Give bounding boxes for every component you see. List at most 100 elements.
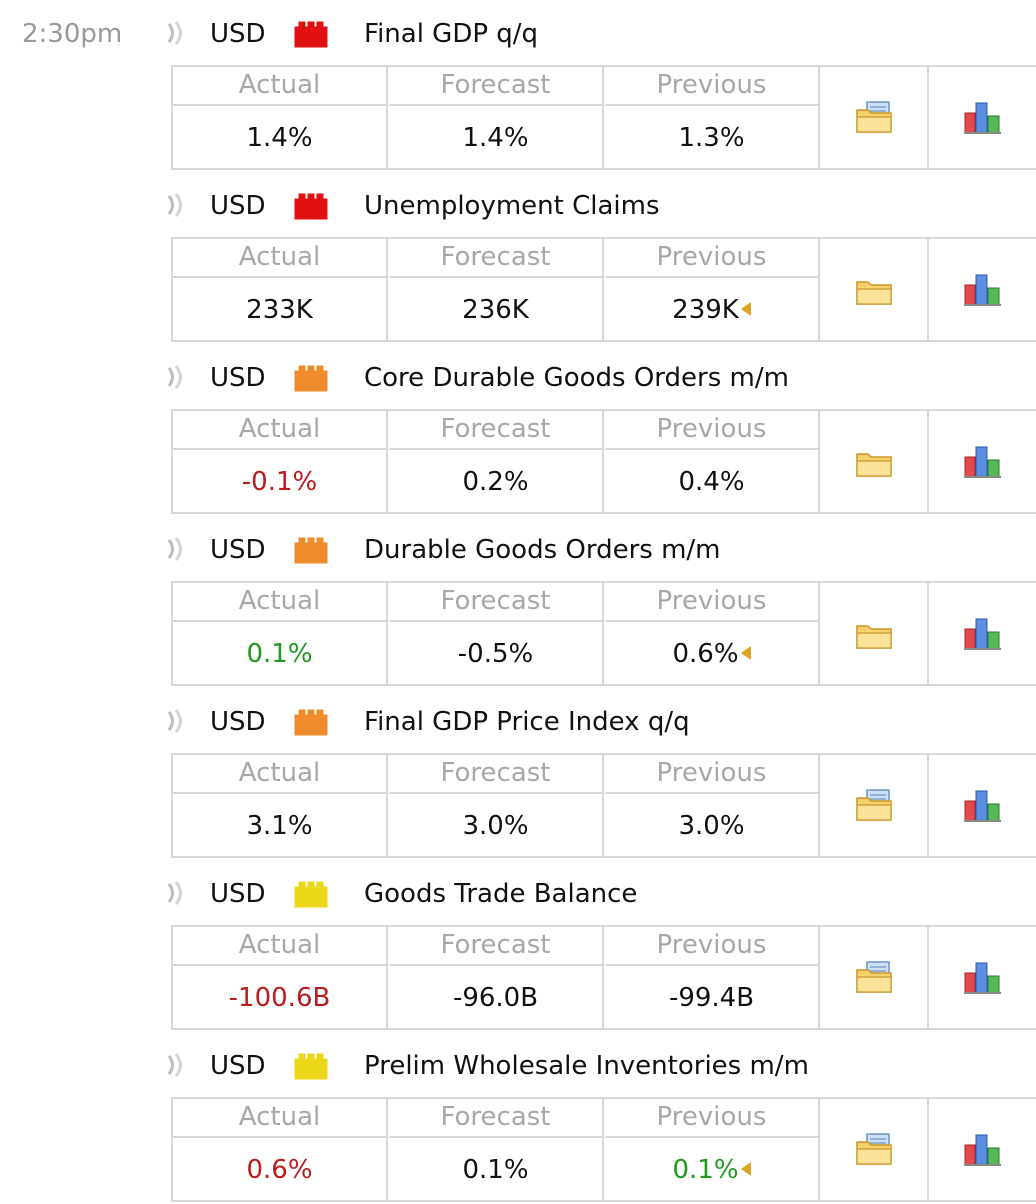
previous-value: 0.1% — [605, 1138, 818, 1200]
forecast-label: Forecast — [389, 67, 602, 106]
actual-value: 3.1% — [246, 811, 313, 841]
folder-icon — [856, 281, 892, 305]
actual-column: Actual -0.1% — [173, 411, 388, 512]
forecast-value: -96.0B — [452, 983, 539, 1013]
event-values-box: Actual 3.1% Forecast 3.0% Previous 3.0% — [171, 753, 1036, 858]
previous-value-text: -99.4B — [668, 983, 755, 1013]
folder-detail-icon — [856, 1133, 892, 1165]
event-header: USD Goods Trade Balance — [0, 860, 1036, 926]
previous-column: Previous 0.6% — [605, 583, 820, 684]
sound-alert-icon[interactable] — [166, 1052, 188, 1078]
actual-label: Actual — [173, 239, 386, 278]
sound-alert-icon[interactable] — [166, 708, 188, 734]
event-title[interactable]: Unemployment Claims — [364, 191, 660, 221]
detail-button[interactable] — [821, 583, 929, 684]
previous-column: Previous 0.1% — [605, 1099, 820, 1200]
sound-alert-icon[interactable] — [166, 536, 188, 562]
bar-graph-icon — [964, 102, 1001, 134]
detail-button[interactable] — [821, 927, 929, 1028]
bar-graph-icon — [964, 446, 1001, 478]
event-title[interactable]: Goods Trade Balance — [364, 879, 638, 909]
detail-button[interactable] — [821, 67, 929, 168]
previous-label: Previous — [605, 583, 818, 622]
event-title[interactable]: Final GDP q/q — [364, 19, 539, 49]
event-title[interactable]: Final GDP Price Index q/q — [364, 707, 690, 737]
previous-column: Previous -99.4B — [605, 927, 820, 1028]
graph-button[interactable] — [930, 755, 1036, 856]
previous-value-text: 0.1% — [672, 1155, 739, 1185]
event-values-box: Actual 0.1% Forecast -0.5% Previous 0.6% — [171, 581, 1036, 686]
impact-medium-icon — [294, 536, 328, 564]
event-values-box: Actual -0.1% Forecast 0.2% Previous 0.4% — [171, 409, 1036, 514]
forecast-column: Forecast 0.1% — [389, 1099, 604, 1200]
forecast-column: Forecast 236K — [389, 239, 604, 340]
previous-value: 1.3% — [605, 106, 818, 168]
sound-alert-icon[interactable] — [166, 880, 188, 906]
revised-marker-icon[interactable] — [740, 301, 751, 316]
actual-value: 0.1% — [246, 639, 313, 669]
forecast-value: 236K — [462, 295, 529, 325]
impact-medium-icon — [294, 364, 328, 392]
previous-column: Previous 239K — [605, 239, 820, 340]
previous-label: Previous — [605, 927, 818, 966]
actual-column: Actual 1.4% — [173, 67, 388, 168]
event-values-box: Actual -100.6B Forecast -96.0B Previous … — [171, 925, 1036, 1030]
detail-button[interactable] — [821, 411, 929, 512]
event-title[interactable]: Durable Goods Orders m/m — [364, 535, 721, 565]
folder-detail-icon — [856, 961, 892, 993]
graph-button[interactable] — [930, 583, 1036, 684]
event-header: USD Prelim Wholesale Inventories m/m — [0, 1032, 1036, 1098]
bar-graph-icon — [964, 618, 1001, 650]
graph-button[interactable] — [930, 411, 1036, 512]
forecast-column: Forecast 0.2% — [389, 411, 604, 512]
actual-value: 0.6% — [246, 1155, 313, 1185]
event-row-3: USD Durable Goods Orders m/m Actual 0.1%… — [0, 516, 1036, 688]
actual-label: Actual — [173, 411, 386, 450]
bar-graph-icon — [964, 1134, 1001, 1166]
event-row-5: USD Goods Trade Balance Actual -100.6B F… — [0, 860, 1036, 1032]
event-title[interactable]: Prelim Wholesale Inventories m/m — [364, 1051, 809, 1081]
revised-marker-icon[interactable] — [740, 645, 751, 660]
sound-alert-icon[interactable] — [166, 20, 188, 46]
forecast-column: Forecast -96.0B — [389, 927, 604, 1028]
graph-button[interactable] — [930, 239, 1036, 340]
event-values-box: Actual 0.6% Forecast 0.1% Previous 0.1% — [171, 1097, 1036, 1202]
sound-alert-icon[interactable] — [166, 364, 188, 390]
event-title[interactable]: Core Durable Goods Orders m/m — [364, 363, 789, 393]
graph-button[interactable] — [930, 927, 1036, 1028]
actual-column: Actual 3.1% — [173, 755, 388, 856]
previous-label: Previous — [605, 1099, 818, 1138]
forecast-label: Forecast — [389, 927, 602, 966]
detail-button[interactable] — [821, 239, 929, 340]
forecast-label: Forecast — [389, 583, 602, 622]
detail-button[interactable] — [821, 755, 929, 856]
sound-alert-icon[interactable] — [166, 192, 188, 218]
graph-button[interactable] — [930, 67, 1036, 168]
previous-value: -99.4B — [605, 966, 818, 1028]
currency-code: USD — [210, 191, 266, 221]
bar-graph-icon — [964, 274, 1001, 306]
forecast-column: Forecast 1.4% — [389, 67, 604, 168]
actual-value: -100.6B — [228, 983, 331, 1013]
previous-column: Previous 1.3% — [605, 67, 820, 168]
previous-value: 3.0% — [605, 794, 818, 856]
impact-high-icon — [294, 192, 328, 220]
event-row-0: USD Final GDP q/q Actual 1.4% Forecast 1… — [0, 0, 1036, 172]
event-header: USD Final GDP Price Index q/q — [0, 688, 1036, 754]
forecast-value: -0.5% — [457, 639, 534, 669]
revised-marker-icon[interactable] — [740, 1161, 751, 1176]
previous-label: Previous — [605, 755, 818, 794]
graph-button[interactable] — [930, 1099, 1036, 1200]
folder-icon — [856, 625, 892, 649]
detail-button[interactable] — [821, 1099, 929, 1200]
actual-label: Actual — [173, 1099, 386, 1138]
previous-label: Previous — [605, 239, 818, 278]
previous-value-text: 239K — [672, 295, 739, 325]
actual-label: Actual — [173, 755, 386, 794]
actual-value: 233K — [246, 295, 313, 325]
currency-code: USD — [210, 1051, 266, 1081]
actual-label: Actual — [173, 927, 386, 966]
actual-column: Actual 0.6% — [173, 1099, 388, 1200]
previous-column: Previous 3.0% — [605, 755, 820, 856]
forecast-value: 1.4% — [462, 123, 529, 153]
